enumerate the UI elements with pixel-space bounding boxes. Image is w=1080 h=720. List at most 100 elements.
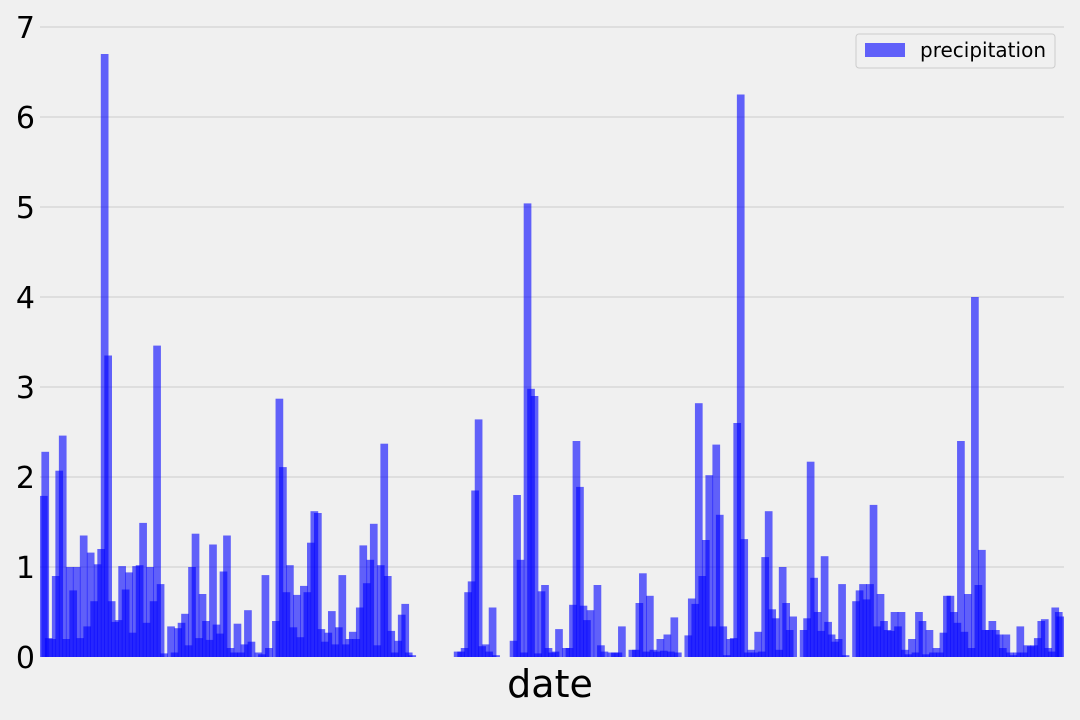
bar (670, 617, 679, 657)
bar (841, 655, 850, 657)
y-tick-label: 2 (16, 461, 35, 496)
bar (104, 355, 112, 657)
bar (576, 486, 584, 657)
bar (265, 648, 273, 657)
bar (789, 616, 797, 657)
bar (600, 651, 609, 657)
bar (530, 396, 539, 657)
bar (338, 575, 347, 657)
y-tick-label: 1 (16, 551, 35, 586)
bar (408, 655, 417, 657)
bar (167, 626, 175, 657)
bar (492, 655, 500, 657)
bar (209, 544, 217, 657)
bar (233, 623, 242, 657)
bar (820, 556, 829, 657)
bar (663, 634, 672, 657)
bar (383, 576, 392, 657)
y-tick-label: 0 (16, 641, 35, 676)
bar (586, 610, 595, 657)
bar (404, 652, 413, 657)
bar (1002, 634, 1011, 657)
bar (369, 523, 378, 657)
bar (869, 504, 878, 657)
bar (279, 467, 287, 657)
legend-swatch (865, 43, 905, 57)
bar (1056, 616, 1064, 657)
bar (1016, 626, 1025, 657)
bar (957, 441, 965, 657)
bar (202, 621, 210, 657)
bar (597, 645, 605, 657)
bar (314, 513, 322, 657)
bar (153, 345, 161, 657)
bar (656, 639, 665, 657)
bar (838, 584, 846, 657)
bar (764, 511, 773, 657)
legend-box (855, 33, 1056, 69)
y-tick-label: 3 (16, 371, 35, 406)
bar (125, 572, 133, 657)
bar (555, 629, 563, 657)
bar (223, 535, 231, 657)
bar (1005, 652, 1014, 657)
bar (79, 535, 88, 657)
bar (646, 595, 654, 657)
bar (673, 652, 682, 657)
bar (181, 613, 189, 657)
bar (694, 403, 703, 657)
bar (971, 297, 979, 657)
bar (286, 565, 294, 657)
bar (740, 539, 749, 657)
bar (908, 639, 916, 657)
bar (639, 573, 647, 657)
bar (261, 575, 270, 657)
bar (736, 94, 745, 657)
bar (58, 435, 67, 657)
bar (541, 585, 549, 657)
bar (925, 630, 934, 657)
bar (897, 612, 906, 657)
bar (481, 644, 490, 657)
bar (516, 559, 525, 657)
bar (715, 514, 724, 657)
legend-label: precipitation (920, 38, 1046, 62)
bar (191, 533, 200, 657)
y-tick-label: 6 (16, 101, 35, 136)
bar (705, 475, 714, 657)
bar (618, 626, 626, 657)
bar (474, 419, 483, 657)
bar (995, 634, 1004, 657)
bar (244, 610, 252, 657)
bar (593, 585, 602, 657)
bar (72, 567, 81, 657)
bar (387, 630, 396, 657)
bar (719, 626, 728, 657)
legend: precipitation (855, 33, 1056, 69)
bar (247, 641, 256, 657)
bar (978, 549, 986, 657)
bar (806, 461, 815, 657)
bar (964, 594, 972, 657)
bar (488, 607, 497, 657)
bar (160, 653, 168, 657)
bar (754, 631, 763, 657)
bar (41, 451, 50, 657)
y-tick-label: 7 (16, 11, 35, 46)
bar (380, 443, 389, 657)
bar (156, 584, 165, 657)
bar-series (40, 54, 1064, 657)
bar (293, 594, 301, 657)
x-axis-label: date (507, 662, 593, 706)
bar (901, 649, 909, 657)
bar (771, 618, 780, 657)
y-tick-label: 4 (16, 281, 35, 316)
bar (139, 522, 147, 657)
y-tick-labels: 0 1 2 3 4 5 6 7 (16, 11, 35, 676)
y-tick-label: 5 (16, 191, 35, 226)
bar (327, 611, 336, 657)
bar (1040, 619, 1049, 657)
bar (918, 621, 927, 657)
bar (401, 603, 410, 657)
